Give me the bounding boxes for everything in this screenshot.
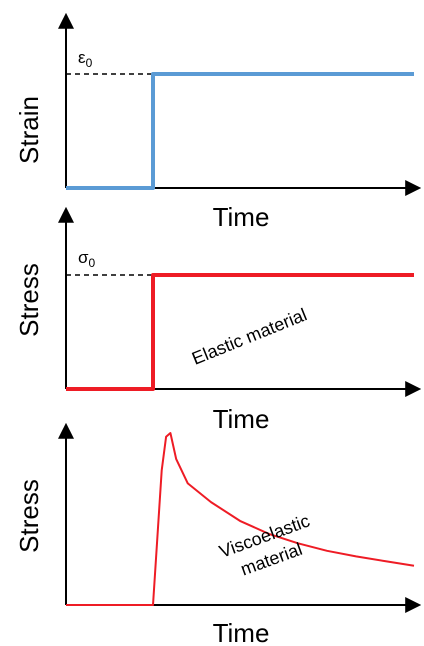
- elastic-annotation: Elastic material: [189, 304, 310, 368]
- panel-elastic-stress: σ0 Elastic material Stress Time: [14, 206, 422, 434]
- elastic-x-axis-label: Time: [213, 404, 270, 434]
- elastic-level-label: σ0: [78, 248, 96, 270]
- viscoelastic-y-axis-label: Stress: [14, 479, 44, 553]
- viscoelastic-series-line: [66, 432, 415, 606]
- strain-series-line: [66, 72, 414, 190]
- elastic-series-line: [66, 273, 414, 391]
- strain-x-axis-label: Time: [213, 202, 270, 232]
- strain-y-axis-label: Strain: [14, 96, 44, 164]
- panel-strain: ε0 Strain Time: [14, 12, 422, 232]
- viscoelastic-x-axis-label: Time: [213, 618, 270, 646]
- elastic-y-axis-label: Stress: [14, 263, 44, 337]
- panel-viscoelastic-stress: Viscoelastic material Stress Time: [14, 422, 422, 646]
- strain-level-label: ε0: [78, 48, 93, 70]
